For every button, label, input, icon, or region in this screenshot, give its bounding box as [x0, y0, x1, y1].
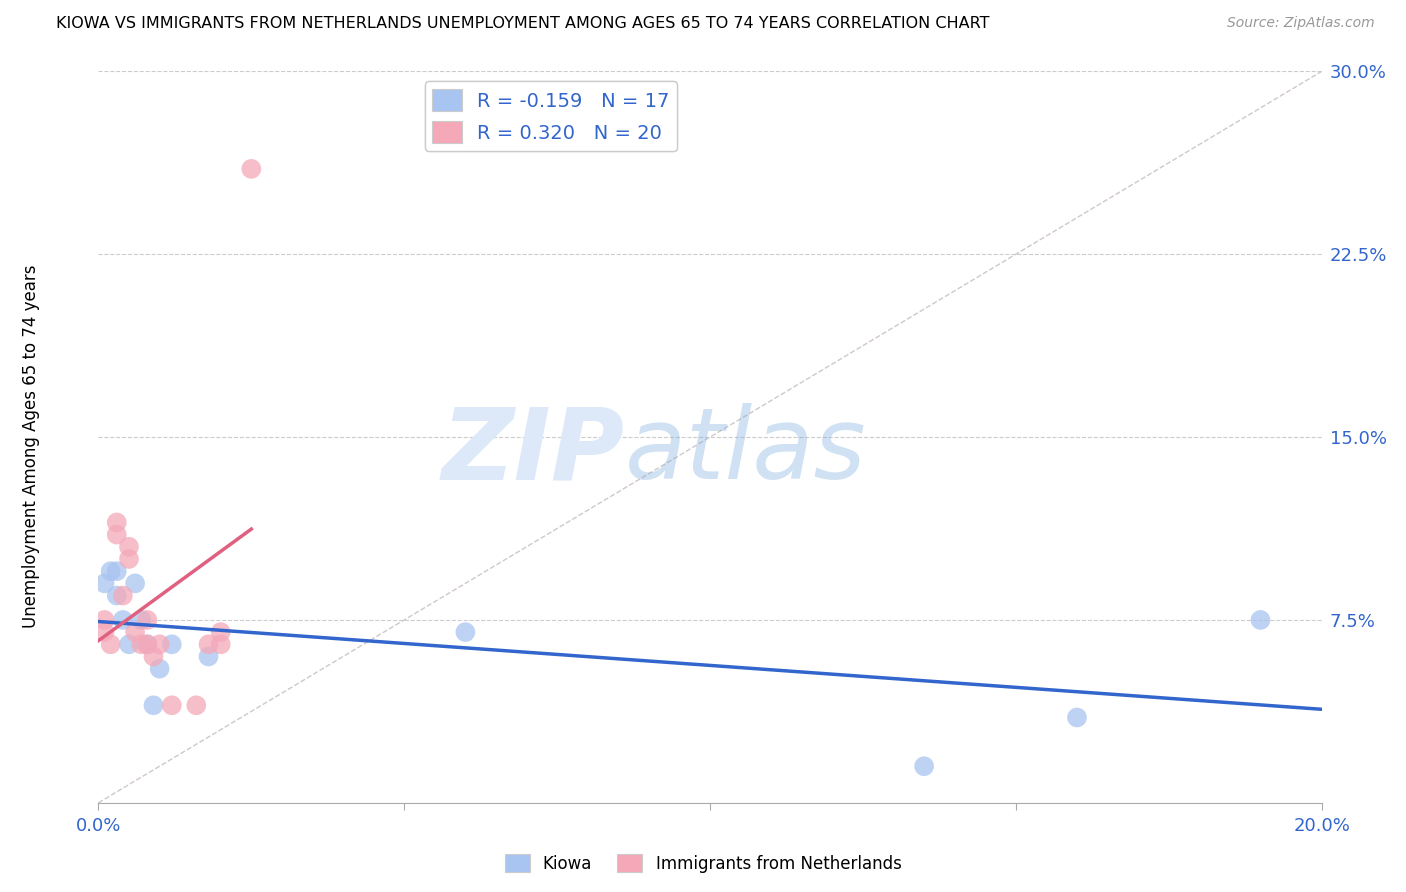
- Point: [100, 564, 122, 578]
- Point: [118, 637, 141, 651]
- Point: [160, 698, 183, 713]
- Point: [124, 625, 146, 640]
- Point: [118, 540, 141, 554]
- Point: [111, 613, 134, 627]
- Text: ZIP: ZIP: [441, 403, 624, 500]
- Point: [93, 613, 115, 627]
- Point: [124, 576, 146, 591]
- Point: [197, 637, 219, 651]
- Point: [912, 759, 935, 773]
- Point: [105, 589, 128, 603]
- Point: [118, 552, 141, 566]
- Point: [105, 527, 128, 541]
- Point: [136, 613, 159, 627]
- Point: [129, 637, 152, 651]
- Point: [93, 576, 115, 591]
- Text: Source: ZipAtlas.com: Source: ZipAtlas.com: [1227, 16, 1375, 30]
- Point: [209, 625, 232, 640]
- Point: [105, 516, 128, 530]
- Point: [136, 637, 159, 651]
- Point: [93, 625, 115, 640]
- Point: [149, 637, 172, 651]
- Text: atlas: atlas: [624, 403, 866, 500]
- Legend: R = -0.159   N = 17, R = 0.320   N = 20: R = -0.159 N = 17, R = 0.320 N = 20: [425, 81, 678, 152]
- Point: [454, 625, 477, 640]
- Point: [240, 161, 263, 176]
- Point: [197, 649, 219, 664]
- Point: [142, 649, 165, 664]
- Point: [100, 637, 122, 651]
- Point: [1249, 613, 1271, 627]
- Legend: Kiowa, Immigrants from Netherlands: Kiowa, Immigrants from Netherlands: [498, 847, 908, 880]
- Text: KIOWA VS IMMIGRANTS FROM NETHERLANDS UNEMPLOYMENT AMONG AGES 65 TO 74 YEARS CORR: KIOWA VS IMMIGRANTS FROM NETHERLANDS UNE…: [56, 16, 990, 31]
- Point: [111, 589, 134, 603]
- Point: [186, 698, 208, 713]
- Point: [160, 637, 183, 651]
- Text: Unemployment Among Ages 65 to 74 years: Unemployment Among Ages 65 to 74 years: [22, 264, 39, 628]
- Point: [142, 698, 165, 713]
- Point: [149, 662, 172, 676]
- Point: [1066, 710, 1088, 724]
- Point: [105, 564, 128, 578]
- Point: [209, 637, 232, 651]
- Point: [129, 613, 152, 627]
- Point: [136, 637, 159, 651]
